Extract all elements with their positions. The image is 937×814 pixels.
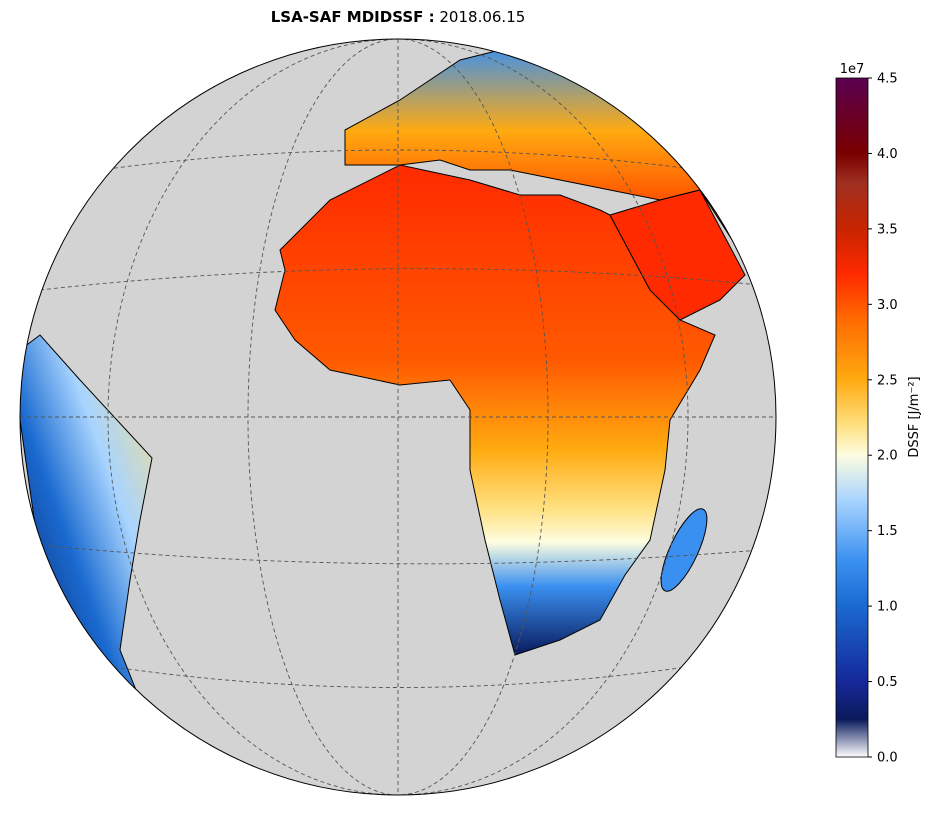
colorbar-tick-label: 3.5 <box>877 222 898 237</box>
parallel <box>99 664 701 688</box>
globe <box>20 39 776 795</box>
parallel <box>99 149 701 171</box>
colorbar-tick-label: 0.0 <box>877 751 898 766</box>
title-product: LSA-SAF MDIDSSF : <box>271 8 435 26</box>
colorbar-tick-label: 1.5 <box>877 524 898 539</box>
globe-edge <box>19 38 777 796</box>
meridian <box>107 39 689 795</box>
colorbar-tick-label: 0.5 <box>877 675 898 690</box>
colorbar-tick-label: 4.0 <box>877 147 898 162</box>
colorbar-label: DSSF [J/m⁻²] <box>907 376 922 457</box>
colorbar-tick-label: 3.0 <box>877 298 898 313</box>
title-date: 2018.06.15 <box>439 8 525 26</box>
colorbar-tick-label: 2.0 <box>877 449 898 464</box>
colorbar <box>835 77 869 758</box>
colorbar-offset: 1e7 <box>840 62 865 77</box>
title: LSA-SAF MDIDSSF : 2018.06.15 <box>271 8 526 26</box>
meridian <box>247 39 549 795</box>
africa <box>274 164 716 656</box>
parallel <box>39 544 761 565</box>
arabia <box>609 189 746 321</box>
colorbar-tick-label: 4.5 <box>877 72 898 87</box>
parallel <box>39 268 761 291</box>
colorbar-tick-label: 2.5 <box>877 373 898 388</box>
colorbar-tick-label: 1.0 <box>877 600 898 615</box>
